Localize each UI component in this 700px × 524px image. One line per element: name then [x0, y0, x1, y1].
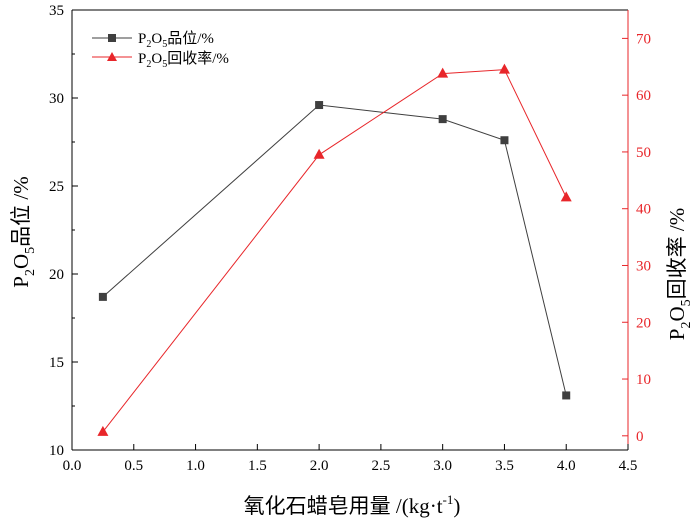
legend-entry-recovery: P2O5回收率/% [92, 50, 229, 70]
grade-point [315, 101, 324, 110]
right-tick-label: 50 [636, 145, 651, 161]
left-tick-label: 10 [49, 443, 64, 459]
right-tick-label: 10 [636, 372, 651, 388]
right-tick-label: 0 [636, 429, 644, 445]
grade-point [562, 391, 571, 400]
series-layer [97, 63, 572, 436]
x-tick-label: 2.5 [372, 458, 391, 474]
right-tick-label: 20 [636, 315, 651, 331]
x-axis-ticks: 0.0 0.5 1.0 1.5 2.0 2.5 3.0 3.5 4.0 4.5 [63, 444, 638, 474]
right-tick-label: 60 [636, 88, 651, 104]
x-axis-title: 氧化石蜡皂用量 /(kg·t-1) [244, 492, 461, 518]
recovery-series-line [102, 69, 567, 433]
x-tick-label: 2.0 [310, 458, 329, 474]
legend-entry-grade: P2O5品位/% [92, 30, 214, 50]
plot-frame [71, 9, 629, 451]
left-tick-label: 15 [49, 355, 64, 371]
right-axis-ticks: 0 10 20 30 40 50 60 70 [622, 31, 651, 445]
x-tick-label: 0.0 [63, 458, 82, 474]
recovery-point [437, 67, 449, 78]
x-tick-label: 3.5 [495, 458, 514, 474]
legend-grade-label: P2O5品位/% [138, 30, 214, 50]
right-tick-label: 30 [636, 258, 651, 274]
left-tick-label: 35 [49, 3, 64, 19]
legend-recovery-label: P2O5回收率/% [138, 50, 229, 70]
x-tick-label: 3.0 [433, 458, 452, 474]
left-axis-ticks: 10 15 20 25 30 35 [49, 3, 78, 459]
grade-point [438, 115, 447, 124]
x-tick-label: 0.5 [124, 458, 143, 474]
left-tick-label: 25 [49, 179, 64, 195]
right-tick-label: 40 [636, 202, 651, 218]
grade-series-line [102, 104, 567, 396]
x-tick-label: 1.0 [186, 458, 205, 474]
grade-point [98, 292, 107, 301]
x-tick-label: 1.5 [248, 458, 267, 474]
left-axis-title: P2O5品位 /% [9, 176, 38, 287]
recovery-point [313, 148, 325, 159]
legend-grade-marker [108, 34, 116, 42]
recovery-point [97, 425, 109, 436]
left-tick-label: 20 [49, 267, 64, 283]
right-axis-title: P2O5回收率 /% [665, 208, 694, 340]
x-tick-label: 4.0 [557, 458, 576, 474]
legend: P2O5品位/% P2O5回收率/% [92, 30, 229, 70]
grade-point [500, 136, 509, 145]
right-tick-label: 70 [636, 31, 651, 47]
recovery-point [498, 63, 510, 74]
recovery-point [560, 191, 572, 202]
x-tick-label: 4.5 [619, 458, 638, 474]
legend-recovery-marker [107, 52, 117, 61]
left-tick-label: 30 [49, 91, 64, 107]
